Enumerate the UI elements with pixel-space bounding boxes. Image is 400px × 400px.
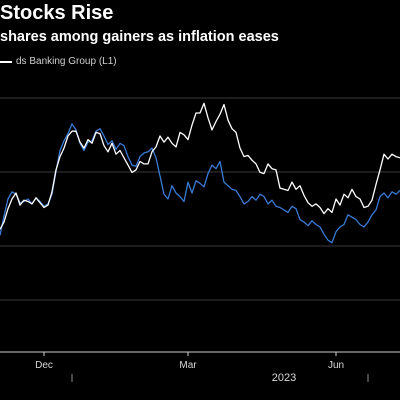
year-label: 2023 bbox=[272, 372, 296, 384]
x-tick-label-mar: Mar bbox=[179, 360, 197, 371]
legend-label: ds Banking Group (L1) bbox=[16, 56, 117, 67]
series-line-blue bbox=[0, 123, 400, 244]
x-axis: Dec Mar Jun 2023 bbox=[0, 351, 400, 384]
chart-title: Stocks Rise bbox=[0, 2, 114, 24]
x-tick-label-jun: Jun bbox=[328, 360, 344, 371]
x-tick-label-dec: Dec bbox=[35, 360, 53, 371]
legend-swatch-white bbox=[0, 60, 12, 63]
chart-subtitle: shares among gainers as inflation eases bbox=[0, 29, 279, 45]
series-line-white bbox=[0, 102, 400, 230]
series-lines bbox=[0, 102, 400, 244]
gridlines bbox=[0, 97, 400, 301]
legend: ds Banking Group (L1) bbox=[0, 56, 117, 67]
